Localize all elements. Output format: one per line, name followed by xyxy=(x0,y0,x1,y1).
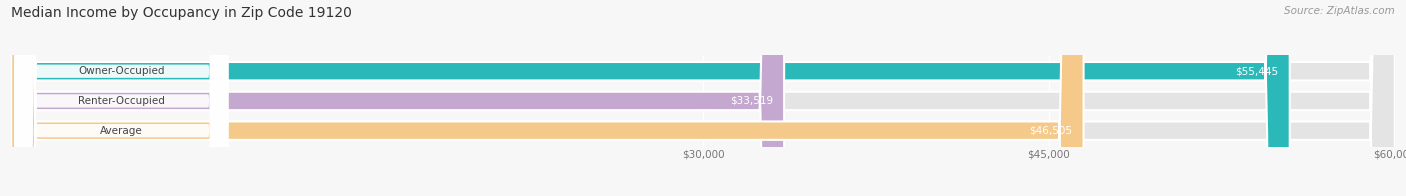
FancyBboxPatch shape xyxy=(11,0,1084,196)
FancyBboxPatch shape xyxy=(11,0,1395,196)
FancyBboxPatch shape xyxy=(11,0,1289,196)
Text: Average: Average xyxy=(100,126,142,136)
FancyBboxPatch shape xyxy=(11,0,1395,196)
Text: $46,505: $46,505 xyxy=(1029,126,1073,136)
FancyBboxPatch shape xyxy=(14,0,228,196)
Text: Median Income by Occupancy in Zip Code 19120: Median Income by Occupancy in Zip Code 1… xyxy=(11,6,352,20)
Text: Source: ZipAtlas.com: Source: ZipAtlas.com xyxy=(1284,6,1395,16)
Text: $55,445: $55,445 xyxy=(1236,66,1278,76)
FancyBboxPatch shape xyxy=(14,0,228,196)
FancyBboxPatch shape xyxy=(11,0,785,196)
Text: Renter-Occupied: Renter-Occupied xyxy=(77,96,165,106)
Text: $33,519: $33,519 xyxy=(730,96,773,106)
FancyBboxPatch shape xyxy=(11,0,1395,196)
Text: Owner-Occupied: Owner-Occupied xyxy=(77,66,165,76)
FancyBboxPatch shape xyxy=(14,0,228,196)
